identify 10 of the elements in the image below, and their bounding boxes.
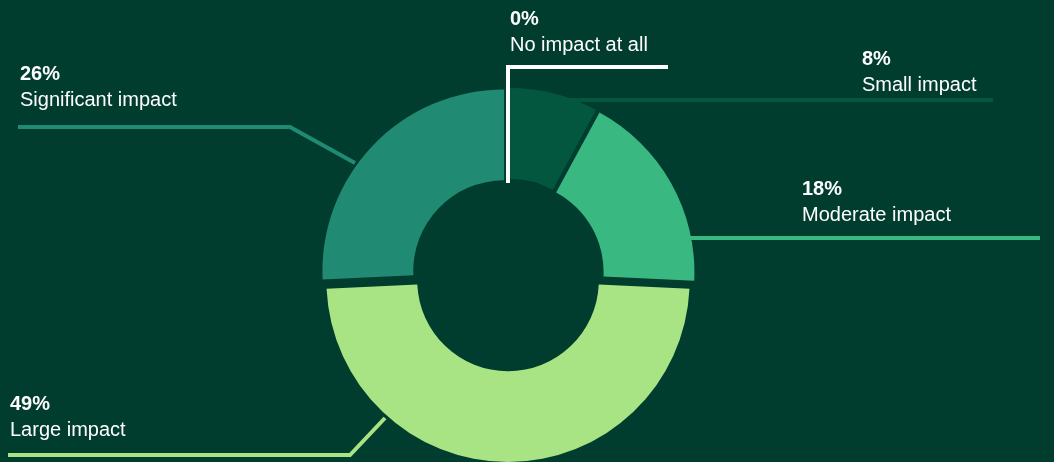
- text: 0%: [510, 7, 539, 29]
- category-label: No impact at all: [510, 33, 648, 55]
- slice-label: Significant impact: [20, 88, 178, 110]
- data-label: 8%: [862, 47, 892, 69]
- data-label: 18%: [802, 177, 843, 199]
- data-label: 49%: [10, 392, 51, 414]
- slice-label: Small impact: [862, 73, 977, 95]
- data-label: 26%: [20, 62, 61, 84]
- slice-label: Moderate impact: [802, 203, 952, 225]
- slice-label: Large impact: [10, 418, 127, 440]
